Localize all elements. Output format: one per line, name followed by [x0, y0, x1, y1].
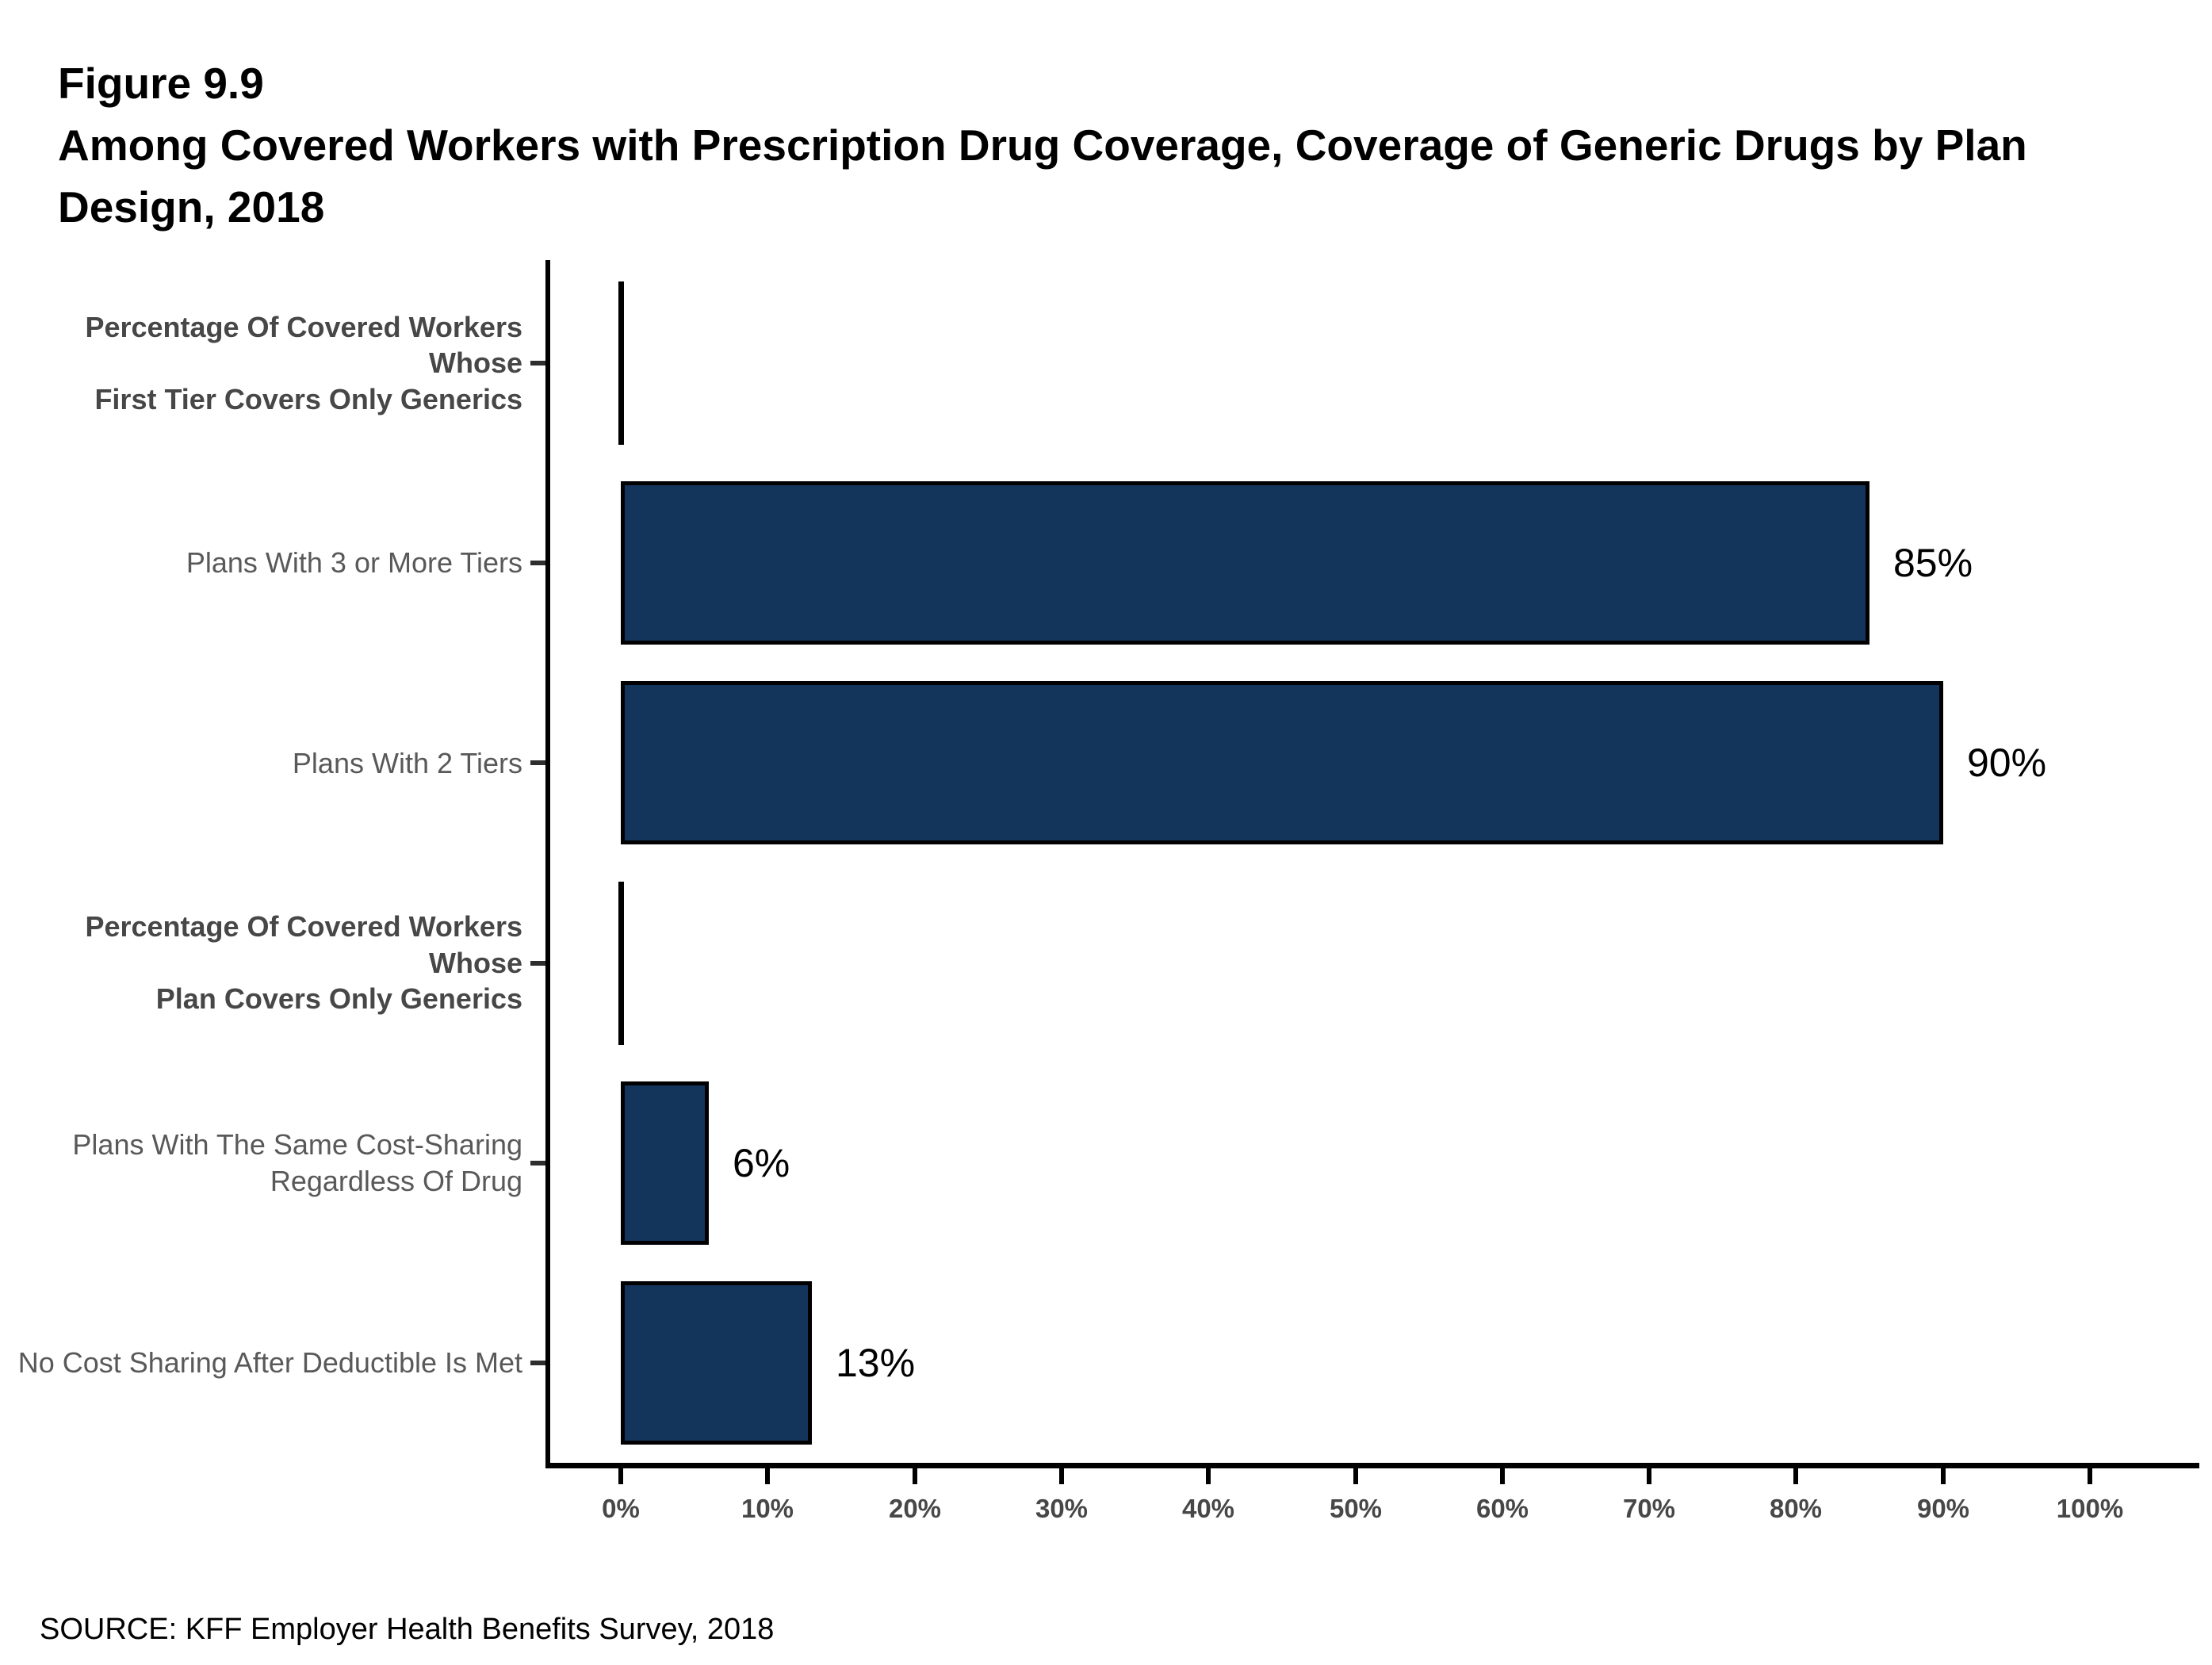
category-row: Plans With 3 or More Tiers — [0, 463, 545, 663]
bar — [621, 1280, 812, 1445]
zero-value-bar — [618, 881, 624, 1045]
value-label: 6% — [733, 1140, 790, 1185]
bar-row: 85% — [621, 463, 2090, 663]
category-row: No Cost Sharing After Deductible Is Met — [0, 1263, 545, 1463]
x-axis-line — [545, 1463, 2199, 1468]
zero-value-bar — [618, 281, 624, 446]
figure-number: Figure 9.9 — [58, 59, 264, 108]
figure-title-line-1: Among Covered Workers with Prescription … — [58, 121, 2027, 170]
bar — [621, 481, 1869, 645]
x-tick-mark — [1647, 1468, 1651, 1484]
x-tick-mark — [2088, 1468, 2092, 1484]
category-label: Plans With The Same Cost-Sharing Regardl… — [72, 1128, 522, 1197]
x-tick-label: 10% — [741, 1494, 794, 1523]
bar — [621, 681, 1943, 845]
value-label: 85% — [1893, 541, 1973, 586]
category-row: Percentage Of Covered Workers Whose Plan… — [0, 863, 545, 1063]
bar — [621, 1081, 709, 1245]
x-tick-mark — [1059, 1468, 1064, 1484]
category-tick — [530, 760, 545, 766]
x-tick-label: 40% — [1181, 1494, 1235, 1523]
x-tick-mark — [1500, 1468, 1505, 1484]
x-tick-mark — [1941, 1468, 1946, 1484]
category-label: Plans With 2 Tiers — [292, 746, 522, 779]
source-note: SOURCE: KFF Employer Health Benefits Sur… — [40, 1613, 775, 1646]
category-row: Plans With The Same Cost-Sharing Regardl… — [0, 1063, 545, 1263]
bar-row: 90% — [621, 663, 2090, 863]
category-label: No Cost Sharing After Deductible Is Met — [17, 1346, 522, 1380]
x-tick-label: 30% — [1035, 1494, 1089, 1523]
x-tick-label: 50% — [1329, 1494, 1383, 1523]
x-tick-label: 0% — [602, 1494, 640, 1523]
category-row: Percentage Of Covered Workers Whose Firs… — [0, 263, 545, 463]
x-tick-mark — [1353, 1468, 1358, 1484]
category-tick — [530, 960, 545, 966]
category-tick — [530, 561, 545, 566]
category-labels: Percentage Of Covered Workers Whose Firs… — [0, 263, 545, 1463]
category-tick — [530, 361, 545, 366]
category-label: Percentage Of Covered Workers Whose Firs… — [85, 310, 522, 415]
x-tick-label: 100% — [2056, 1494, 2124, 1523]
x-tick-label: 20% — [888, 1494, 942, 1523]
value-label: 13% — [836, 1340, 916, 1385]
y-axis-line — [545, 260, 550, 1468]
x-tick-mark — [1206, 1468, 1211, 1484]
category-row: Plans With 2 Tiers — [0, 663, 545, 863]
bar-row — [618, 863, 2090, 1063]
x-tick-label: 80% — [1769, 1494, 1823, 1523]
category-tick — [530, 1360, 545, 1365]
category-label: Plans With 3 or More Tiers — [186, 546, 522, 580]
bar-row: 13% — [621, 1263, 2090, 1463]
bar-row — [618, 263, 2090, 463]
figure-title-line-2: Design, 2018 — [58, 182, 325, 232]
x-tick-mark — [913, 1468, 917, 1484]
x-tick-label: 60% — [1475, 1494, 1529, 1523]
x-axis-ticks: 0% 10% 20% 30% 40% 50% 60% 70% 80% 90% 100% — [602, 1468, 2123, 1564]
x-tick-label: 70% — [1622, 1494, 1676, 1523]
category-label: Percentage Of Covered Workers Whose Plan… — [85, 910, 522, 1016]
bars-area: 85% 90% 6% 13% — [618, 263, 2090, 1463]
x-tick-mark — [618, 1468, 623, 1484]
bar-row: 6% — [621, 1063, 2090, 1263]
category-tick — [530, 1160, 545, 1166]
x-tick-mark — [1793, 1468, 1798, 1484]
title-block: Figure 9.9 Among Covered Workers with Pr… — [58, 52, 2027, 238]
x-tick-mark — [765, 1468, 770, 1484]
x-tick-label: 90% — [1916, 1494, 1970, 1523]
value-label: 90% — [1967, 741, 2047, 786]
